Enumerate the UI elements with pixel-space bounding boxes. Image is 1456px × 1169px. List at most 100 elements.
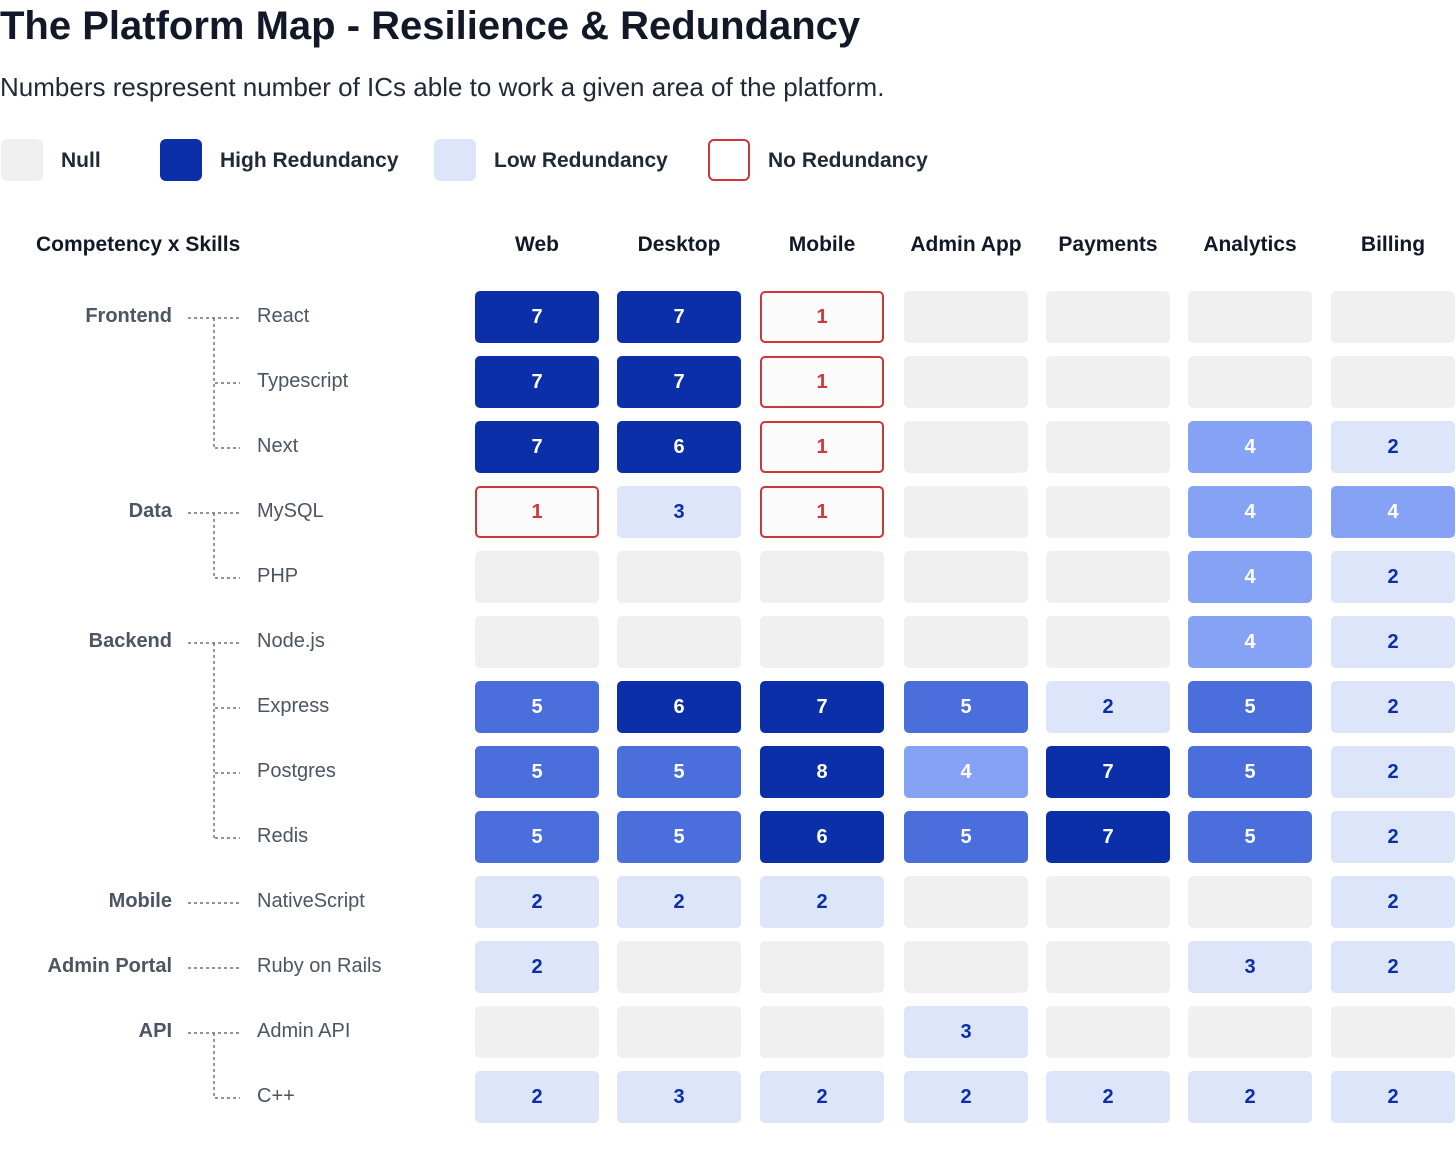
heatmap-cell: 2 xyxy=(1331,421,1455,473)
heatmap-cell: 2 xyxy=(617,876,741,928)
heatmap-cell: 4 xyxy=(1188,421,1312,473)
heatmap-cell xyxy=(1188,291,1312,343)
skill-label: Typescript xyxy=(257,370,349,392)
heatmap-cell xyxy=(760,941,884,993)
skill-label: Postgres xyxy=(257,760,336,782)
column-header: Billing xyxy=(1360,233,1426,256)
legend-label-high: High Redundancy xyxy=(220,149,399,172)
skill-label: C++ xyxy=(257,1085,295,1107)
heatmap-cell: 3 xyxy=(617,1071,741,1123)
heatmap-cell xyxy=(760,551,884,603)
heatmap-cell: 1 xyxy=(760,421,884,473)
heatmap-cell xyxy=(617,616,741,668)
corner-title: Competency x Skills xyxy=(36,233,241,256)
group-label: Data xyxy=(128,500,172,522)
heatmap-cell: 2 xyxy=(1331,681,1455,733)
page-subtitle: Numbers respresent number of ICs able to… xyxy=(0,72,885,102)
heatmap-cell: 2 xyxy=(1331,1071,1455,1123)
heatmap-cell xyxy=(617,1006,741,1058)
heatmap-cell: 2 xyxy=(475,1071,599,1123)
heatmap-cell xyxy=(1331,291,1455,343)
heatmap-cell: 2 xyxy=(1188,1071,1312,1123)
heatmap-cell: 2 xyxy=(760,1071,884,1123)
heatmap-cell: 2 xyxy=(1046,1071,1170,1123)
heatmap-cell: 1 xyxy=(475,486,599,538)
group-label: Mobile xyxy=(108,890,172,912)
legend-label-null: Null xyxy=(61,149,101,172)
heatmap-cell xyxy=(475,616,599,668)
legend-swatch-high xyxy=(160,139,202,181)
skill-label: Redis xyxy=(257,825,309,847)
heatmap-cell: 2 xyxy=(1331,551,1455,603)
legend-label-none: No Redundancy xyxy=(768,149,928,172)
heatmap-cell xyxy=(475,551,599,603)
heatmap-cell xyxy=(760,616,884,668)
heatmap-cell: 5 xyxy=(475,681,599,733)
heatmap-cell: 7 xyxy=(760,681,884,733)
heatmap-cell xyxy=(1046,1006,1170,1058)
heatmap-cell: 2 xyxy=(1331,616,1455,668)
heatmap-cell: 7 xyxy=(475,291,599,343)
group-label: API xyxy=(138,1020,172,1042)
heatmap-cell: 2 xyxy=(1331,876,1455,928)
heatmap-cell: 4 xyxy=(1331,486,1455,538)
heatmap-cell xyxy=(904,356,1028,408)
heatmap-cell: 7 xyxy=(475,421,599,473)
heatmap-cell: 1 xyxy=(760,356,884,408)
heatmap-cell xyxy=(904,421,1028,473)
heatmap-cell: 2 xyxy=(760,876,884,928)
column-header: Mobile xyxy=(788,233,856,256)
heatmap-cell xyxy=(1188,876,1312,928)
heatmap-cell: 5 xyxy=(475,746,599,798)
legend-swatch-low xyxy=(434,139,476,181)
skill-label: Express xyxy=(257,695,330,717)
heatmap-cell: 2 xyxy=(904,1071,1028,1123)
heatmap-cell xyxy=(904,551,1028,603)
heatmap-cell xyxy=(904,291,1028,343)
heatmap-cell: 3 xyxy=(617,486,741,538)
column-header: Web xyxy=(515,233,559,256)
heatmap-cell: 6 xyxy=(617,681,741,733)
heatmap-cell xyxy=(1188,1006,1312,1058)
group-label: Frontend xyxy=(85,305,172,327)
heatmap-cell: 5 xyxy=(904,681,1028,733)
heatmap-cell: 7 xyxy=(617,291,741,343)
heatmap-cell xyxy=(904,616,1028,668)
skill-label: Admin API xyxy=(257,1020,351,1042)
heatmap-cell: 2 xyxy=(1331,811,1455,863)
heatmap-cell: 2 xyxy=(1331,941,1455,993)
heatmap-cell xyxy=(1046,356,1170,408)
skill-label: Ruby on Rails xyxy=(257,955,382,977)
skill-label: Node.js xyxy=(257,630,325,652)
heatmap-cell xyxy=(1046,551,1170,603)
legend-swatch-null xyxy=(1,139,43,181)
heatmap-cell xyxy=(1331,1006,1455,1058)
heatmap-cell xyxy=(1046,421,1170,473)
heatmap-cell: 5 xyxy=(1188,681,1312,733)
group-label: Backend xyxy=(88,630,172,652)
column-header: Desktop xyxy=(637,233,721,256)
skill-label: React xyxy=(257,305,310,327)
heatmap-cell: 7 xyxy=(1046,811,1170,863)
legend-label-low: Low Redundancy xyxy=(494,149,668,172)
heatmap-cell xyxy=(904,941,1028,993)
heatmap-cell: 5 xyxy=(1188,746,1312,798)
heatmap-cell xyxy=(617,551,741,603)
group-label: Admin Portal xyxy=(47,955,172,977)
heatmap-cell: 2 xyxy=(1331,746,1455,798)
heatmap-cell: 4 xyxy=(1188,616,1312,668)
heatmap-cell xyxy=(904,486,1028,538)
column-header: Analytics xyxy=(1203,233,1297,256)
column-header: Admin App xyxy=(910,233,1022,256)
heatmap-cell: 2 xyxy=(475,941,599,993)
heatmap-cell: 3 xyxy=(904,1006,1028,1058)
skill-label: NativeScript xyxy=(257,890,365,912)
skill-label: MySQL xyxy=(257,500,324,522)
skill-label: Next xyxy=(257,435,299,457)
heatmap-cell: 5 xyxy=(475,811,599,863)
heatmap-cell: 2 xyxy=(1046,681,1170,733)
heatmap-cell xyxy=(1046,291,1170,343)
heatmap-cell xyxy=(1046,486,1170,538)
heatmap-cell: 8 xyxy=(760,746,884,798)
heatmap-cell xyxy=(617,941,741,993)
